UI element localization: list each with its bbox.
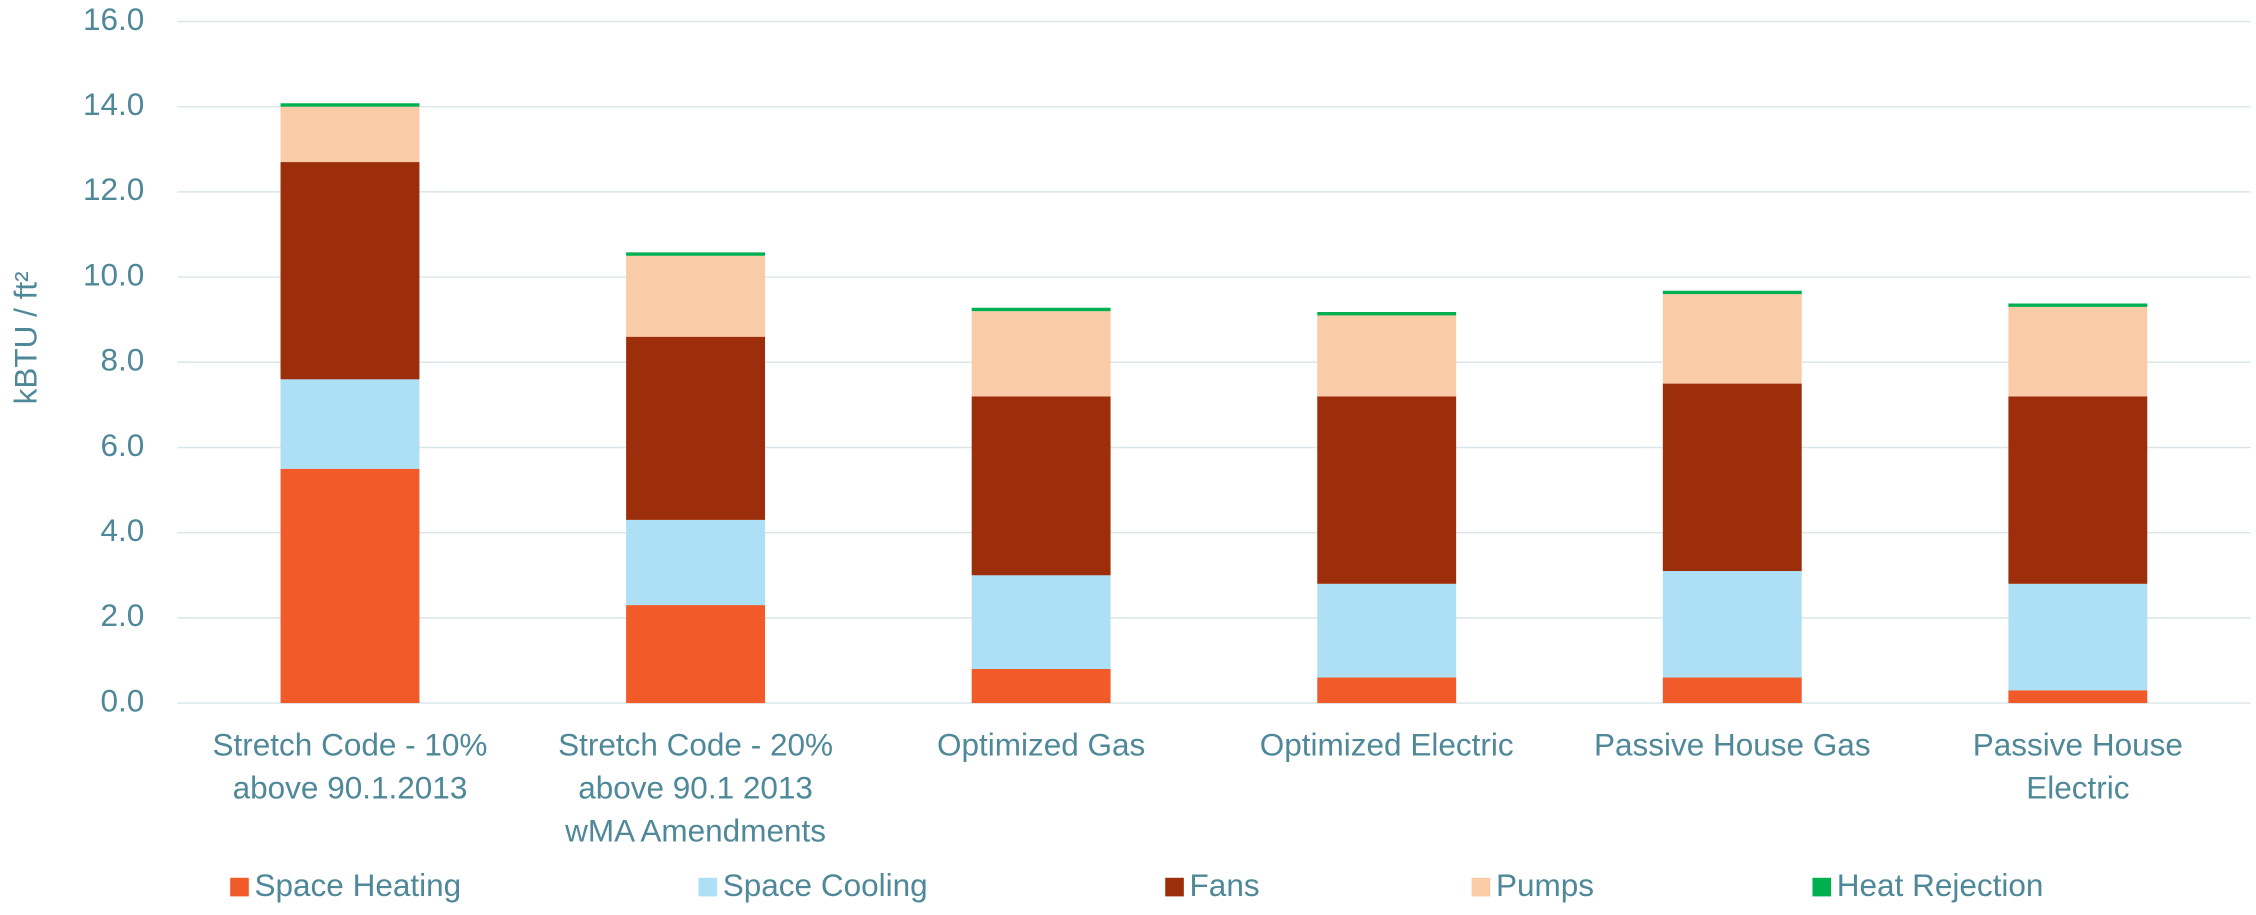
x-tick-label: Optimized Electric bbox=[1260, 727, 1514, 763]
legend-swatch bbox=[698, 877, 718, 897]
x-tick-label-line: Stretch Code - 10% bbox=[213, 727, 488, 763]
y-tick-label: 8.0 bbox=[100, 342, 144, 378]
y-tick-label: 12.0 bbox=[83, 171, 144, 207]
bar-segment bbox=[1317, 396, 1457, 584]
y-tick-label: 16.0 bbox=[83, 1, 144, 37]
x-tick-label-line: Electric bbox=[2026, 770, 2129, 806]
x-tick-label-line: Optimized Electric bbox=[1260, 727, 1514, 763]
x-tick-label-line: Passive House bbox=[1973, 727, 2183, 763]
legend-label: Space Heating bbox=[255, 867, 462, 903]
bar-segment bbox=[1662, 383, 1802, 572]
x-tick-label: Passive House Gas bbox=[1594, 727, 1871, 763]
legend-swatch bbox=[1812, 877, 1832, 897]
bar-segment bbox=[626, 519, 766, 606]
bar-segment bbox=[280, 106, 420, 163]
bar-segment bbox=[1317, 312, 1457, 316]
bar-segment bbox=[1662, 571, 1802, 678]
x-tick-label-line: Optimized Gas bbox=[937, 727, 1145, 763]
bar-segment bbox=[1317, 677, 1457, 704]
bar-segment bbox=[1317, 583, 1457, 678]
y-tick-label: 2.0 bbox=[100, 597, 144, 633]
legend-label: Pumps bbox=[1496, 867, 1594, 903]
bar-segment bbox=[626, 252, 766, 256]
y-axis-label: kBTU / ft² bbox=[8, 271, 44, 404]
bar-segment bbox=[280, 103, 420, 107]
bar-segment bbox=[1317, 315, 1457, 397]
y-tick-label: 0.0 bbox=[100, 682, 144, 718]
bar-segment bbox=[280, 162, 420, 380]
bar-segment bbox=[1662, 294, 1802, 384]
bar-segment bbox=[2008, 583, 2148, 691]
y-tick-label: 6.0 bbox=[100, 427, 144, 463]
x-tick-label: Optimized Gas bbox=[937, 727, 1145, 763]
legend-swatch bbox=[1165, 877, 1184, 897]
legend-label: Space Cooling bbox=[723, 867, 928, 903]
y-tick-label: 10.0 bbox=[83, 256, 144, 292]
bar-segment bbox=[1662, 677, 1802, 704]
x-tick-label-line: Passive House Gas bbox=[1594, 727, 1871, 763]
bar-segment bbox=[280, 468, 420, 704]
bar-segment bbox=[2008, 396, 2148, 584]
x-tick-label: Stretch Code - 10% above 90.1.2013 bbox=[213, 727, 488, 806]
bar-segment bbox=[280, 379, 420, 469]
bar-segment bbox=[1662, 290, 1802, 295]
y-tick-label: 14.0 bbox=[83, 86, 144, 122]
x-tick-label-line: wMA Amendments bbox=[564, 813, 826, 849]
bar-segment bbox=[971, 311, 1111, 397]
bar-segment bbox=[626, 605, 766, 704]
x-tick-label: Stretch Code - 20% above 90.1 2013 wMA Ame… bbox=[558, 727, 833, 849]
bar-segment bbox=[626, 336, 766, 520]
x-tick-label-line: Stretch Code - 20% bbox=[558, 727, 833, 763]
legend-label: Fans bbox=[1190, 867, 1260, 903]
bar-segment bbox=[971, 396, 1111, 576]
bar-segment bbox=[2008, 303, 2148, 307]
x-tick-label: Passive House Electric bbox=[1973, 727, 2183, 806]
bar-segment bbox=[2008, 306, 2148, 397]
legend-swatch bbox=[1471, 877, 1491, 897]
bar-segment bbox=[626, 255, 766, 337]
x-tick-label-line: above 90.1.2013 bbox=[233, 770, 468, 806]
bar-segment bbox=[2008, 690, 2148, 704]
x-tick-label-line: above 90.1 2013 bbox=[578, 770, 813, 806]
legend-label: Heat Rejection bbox=[1837, 867, 2044, 903]
bar-segment bbox=[971, 575, 1111, 669]
y-tick-label: 4.0 bbox=[100, 512, 144, 548]
bar-segment bbox=[971, 668, 1111, 704]
bar-segment bbox=[971, 307, 1111, 312]
legend-swatch bbox=[230, 877, 249, 897]
